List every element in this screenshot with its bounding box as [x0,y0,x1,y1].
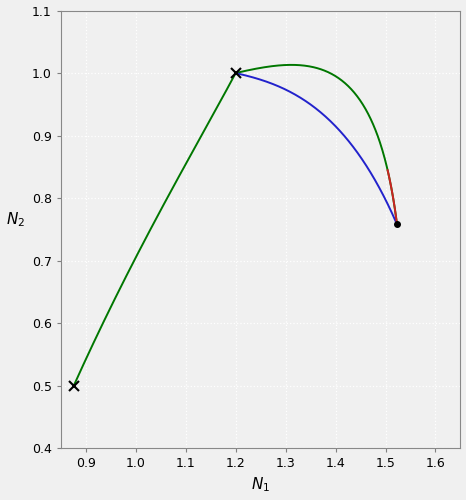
Y-axis label: $N_2$: $N_2$ [6,210,25,230]
X-axis label: $N_1$: $N_1$ [251,476,270,494]
